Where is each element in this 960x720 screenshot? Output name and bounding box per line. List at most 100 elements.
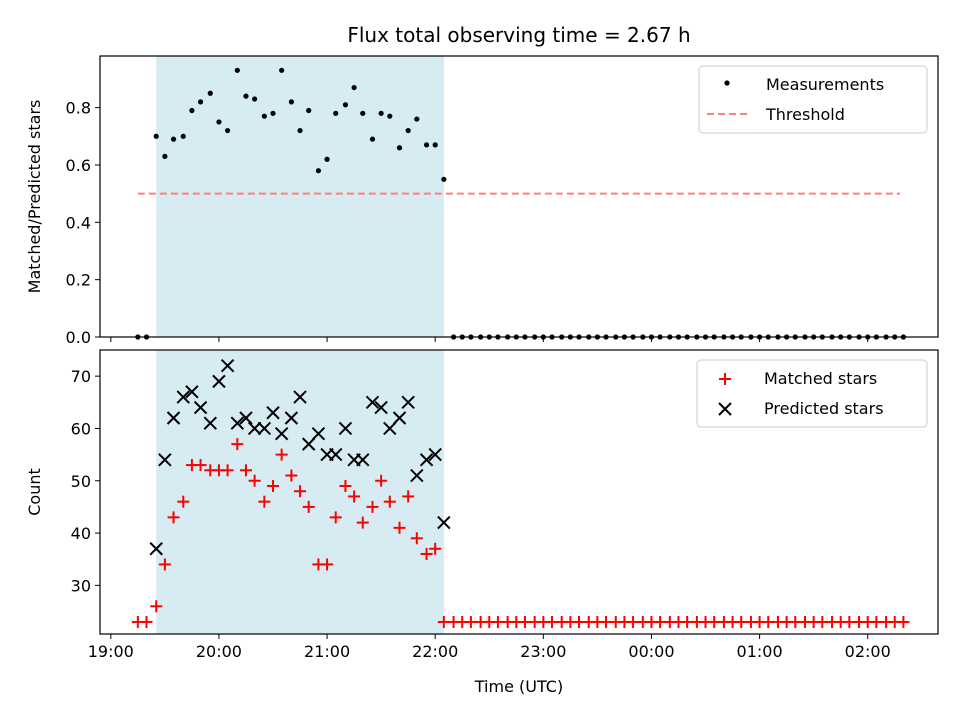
- data-point: [239, 464, 252, 477]
- data-point: [267, 479, 280, 492]
- x-tick-label: 02:00: [845, 642, 891, 661]
- data-point: [302, 500, 315, 513]
- data-point: [231, 438, 244, 451]
- x-axis-label: Time (UTC): [474, 677, 563, 696]
- legend-marker: [719, 373, 731, 385]
- data-point: [329, 447, 343, 462]
- data-point: [257, 421, 272, 436]
- data-point: [383, 495, 396, 508]
- data-point: [230, 416, 245, 430]
- data-point: [378, 110, 384, 116]
- data-point: [410, 532, 423, 545]
- data-point: [220, 358, 235, 373]
- series-matched-stars: [131, 438, 910, 628]
- data-point: [321, 558, 334, 571]
- x-tick-label: 19:00: [88, 642, 134, 661]
- data-point: [194, 459, 207, 472]
- data-point: [293, 390, 307, 404]
- data-point: [288, 99, 294, 105]
- data-point: [239, 411, 253, 425]
- legend-label: Predicted stars: [764, 399, 884, 418]
- data-point: [360, 110, 366, 116]
- y-tick-label: 0.8: [66, 99, 91, 118]
- legend-marker: [718, 402, 732, 416]
- observing-span: [156, 56, 444, 337]
- legend-box: [696, 359, 928, 428]
- legend-box: [698, 65, 928, 134]
- data-point: [324, 156, 330, 162]
- data-point: [258, 495, 271, 508]
- data-point: [356, 453, 370, 467]
- data-point: [170, 136, 177, 142]
- data-point: [158, 558, 171, 571]
- data-point: [396, 145, 403, 151]
- x-tick-label: 00:00: [628, 642, 674, 661]
- data-point: [197, 99, 204, 105]
- y-tick-label: 0.2: [66, 271, 91, 290]
- data-point: [270, 110, 276, 116]
- y-tick-label: 40: [71, 524, 91, 543]
- legend: Measurements Threshold: [698, 65, 928, 134]
- data-point: [348, 490, 361, 503]
- x-tick-label: 01:00: [737, 642, 783, 661]
- y-axis-label: Matched/Predicted stars: [25, 100, 44, 294]
- data-point: [275, 448, 288, 461]
- legend: Matched stars Predicted stars: [696, 359, 928, 428]
- y-axis-label: Count: [25, 468, 44, 516]
- data-point: [150, 600, 163, 613]
- data-point: [216, 119, 222, 125]
- data-point: [333, 110, 339, 116]
- data-point: [207, 90, 213, 96]
- data-point: [375, 474, 388, 487]
- y-tick-label: 70: [71, 367, 91, 386]
- data-point: [261, 113, 267, 119]
- data-point: [140, 615, 153, 628]
- data-point: [294, 485, 307, 498]
- data-point: [185, 385, 199, 399]
- data-point: [315, 168, 322, 174]
- data-point: [212, 374, 226, 389]
- data-point: [366, 500, 379, 513]
- x-tick-label: 22:00: [412, 642, 458, 661]
- data-point: [247, 421, 262, 436]
- x-tick-label: 23:00: [520, 642, 566, 661]
- legend-label: Measurements: [766, 75, 884, 94]
- data-point: [243, 93, 249, 99]
- data-point: [285, 469, 298, 482]
- x-tick-label: 21:00: [304, 642, 350, 661]
- data-point: [437, 515, 451, 530]
- data-point: [180, 133, 186, 139]
- data-point: [419, 453, 434, 467]
- legend-marker: [724, 80, 730, 86]
- legend-label: Threshold: [765, 105, 845, 124]
- data-point: [414, 116, 420, 122]
- data-point: [162, 153, 168, 159]
- y-tick-label: 60: [71, 419, 91, 438]
- data-point: [274, 426, 289, 441]
- data-point: [252, 96, 258, 102]
- legend-label: Matched stars: [764, 369, 877, 388]
- data-point: [339, 479, 352, 492]
- data-point: [221, 464, 234, 477]
- y-tick-label: 0.4: [66, 213, 91, 232]
- data-point: [420, 547, 433, 560]
- panel-bottom: 19:00 20:00 21:00 22:00 23:00 00:00 01:00 02:00…: [25, 349, 939, 696]
- data-point: [356, 516, 369, 529]
- data-point: [158, 453, 172, 467]
- data-point: [374, 400, 388, 415]
- data-point: [342, 102, 349, 108]
- data-point: [387, 113, 393, 119]
- y-tick-label: 50: [71, 472, 91, 491]
- data-point: [383, 421, 397, 436]
- data-point: [329, 511, 342, 524]
- data-point: [189, 107, 195, 114]
- data-point: [351, 84, 357, 91]
- data-point: [301, 437, 316, 451]
- data-point: [149, 542, 163, 556]
- x-tick-label: 20:00: [196, 642, 242, 661]
- data-point: [153, 133, 159, 139]
- data-point: [193, 400, 208, 415]
- data-point: [365, 395, 380, 410]
- data-point: [248, 474, 261, 487]
